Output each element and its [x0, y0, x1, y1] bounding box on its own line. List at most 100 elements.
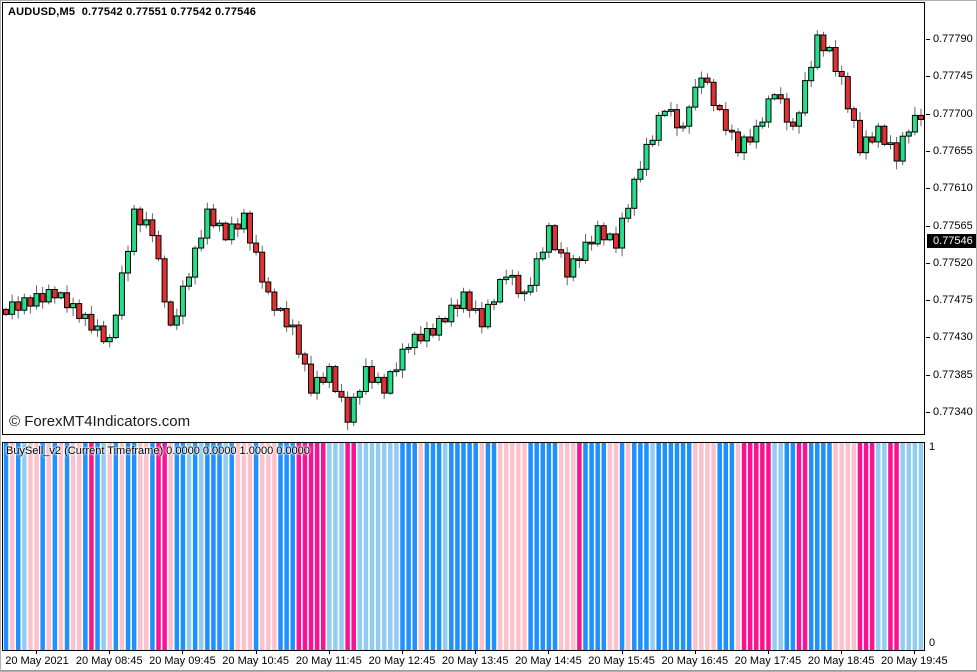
indicator-bar [9, 443, 15, 650]
price-axis-label: 0.77340 [933, 406, 973, 418]
indicator-bar [644, 443, 649, 650]
candle [222, 221, 229, 242]
indicator-bar [400, 443, 405, 650]
indicator-bar [180, 443, 186, 650]
indicator-bar [83, 443, 88, 650]
indicator-bar [22, 443, 27, 650]
candle [667, 102, 674, 117]
candle [387, 369, 394, 395]
candle [198, 229, 205, 252]
candle [918, 108, 924, 127]
indicator-bar [546, 443, 552, 650]
candle [765, 95, 772, 128]
candle [771, 93, 778, 101]
candle [100, 321, 107, 345]
indicator-bar [534, 443, 539, 650]
candle [430, 323, 436, 338]
indicator-bar [449, 443, 454, 650]
indicator-bar [76, 443, 82, 650]
indicator-pane[interactable]: BuySell_v2 (Current Timeframe) 0.0000 0.… [2, 442, 925, 651]
candle [710, 79, 717, 112]
time-axis-label: 20 May 08:45 [75, 655, 143, 667]
candle [472, 300, 479, 314]
candle [686, 104, 693, 134]
candle [186, 272, 192, 291]
time-axis-label: 20 May 14:45 [515, 655, 582, 667]
indicator-bar [778, 443, 783, 650]
time-axis-tick [694, 651, 696, 654]
indicator-bar [522, 443, 527, 650]
indicator-bar [705, 443, 710, 650]
price-axis-label: 0.77520 [933, 256, 973, 269]
indicator-bar [680, 443, 686, 650]
candle [850, 106, 857, 128]
candle [655, 112, 662, 147]
candle [320, 372, 327, 385]
price-scale-column[interactable]: 0.77790 0.77745 0.77700 0.77655 0.77610 0.775… [926, 1, 976, 671]
indicator-bar [192, 443, 198, 650]
candle [503, 269, 510, 285]
indicator-bar [266, 443, 271, 650]
indicator-bar [900, 443, 905, 650]
candle [484, 299, 491, 330]
indicator-bar [717, 443, 722, 650]
candle [570, 254, 577, 282]
candle [3, 307, 9, 316]
time-axis-label: 20 May 10:45 [222, 655, 289, 667]
indicator-bar [638, 443, 643, 650]
candle [442, 316, 449, 324]
candle [173, 308, 180, 331]
indicator-bar [869, 443, 875, 650]
indicator-bar [674, 443, 680, 650]
indicator-bar [369, 443, 375, 650]
price-chart-pane[interactable]: AUDUSD,M5 0.77542 0.77551 0.77542 0.7754… [2, 2, 925, 435]
chart-title: AUDUSD,M5 0.77542 0.77551 0.77542 0.7754… [8, 6, 257, 18]
indicator-bar [729, 443, 735, 650]
candle [881, 124, 888, 147]
candle [161, 255, 168, 308]
indicator-bar [394, 443, 399, 650]
time-axis-label: 20 May 11:45 [295, 655, 362, 667]
indicator-bar [693, 443, 698, 650]
indicator-bar [479, 443, 485, 650]
candle [179, 280, 186, 325]
candle [887, 135, 894, 150]
candle [454, 299, 461, 317]
candle [838, 65, 845, 85]
candle [545, 222, 552, 258]
time-axis-tick [548, 651, 550, 654]
candle [210, 204, 217, 229]
candle [594, 220, 601, 247]
price-axis-tick [926, 225, 930, 227]
time-axis-tick [255, 651, 257, 654]
candle [436, 315, 443, 341]
candle [478, 301, 485, 334]
indicator-bar [461, 443, 466, 650]
candle [393, 362, 400, 377]
indicator-bar [595, 443, 600, 650]
candle [399, 343, 406, 379]
indicator-bar [876, 443, 881, 650]
candle [259, 245, 266, 289]
time-axis[interactable]: 20 May 2021 20 May 08:45 20 May 09:45 20 Ma… [1, 651, 976, 671]
price-axis-tick [926, 300, 930, 302]
indicator-bar [357, 443, 363, 650]
indicator-bar [894, 443, 899, 650]
time-axis-tick [621, 651, 623, 654]
candle [796, 110, 802, 134]
indicator-bar [497, 443, 503, 650]
candle [70, 297, 77, 316]
candle [57, 291, 64, 300]
window-bottom-border [1, 670, 976, 671]
candle [381, 374, 388, 399]
time-axis-tick [767, 651, 769, 654]
indicator-bar [430, 443, 436, 650]
candle [448, 297, 455, 327]
indicator-bar [168, 443, 173, 650]
indicator-bar [510, 443, 515, 650]
indicator-bar [131, 443, 137, 650]
time-axis-label: 20 May 2021 [5, 655, 69, 667]
time-axis-tick [328, 651, 330, 654]
indicator-bar [802, 443, 808, 650]
indicator-bar [186, 443, 192, 650]
